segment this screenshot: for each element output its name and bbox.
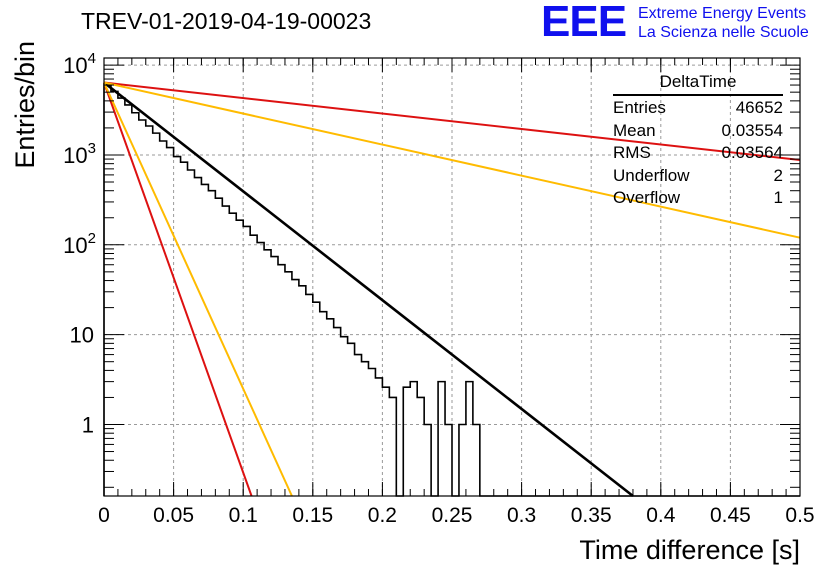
stats-box: DeltaTime Entries 46652 Mean 0.03554 RMS… (613, 72, 783, 210)
stat-value: 46652 (735, 98, 783, 117)
stat-value: 1 (773, 188, 783, 207)
stat-row-rms: RMS 0.03564 (613, 142, 783, 165)
axis-ticks (103, 58, 801, 496)
stat-label: Overflow (613, 188, 681, 207)
eee-logo: EEE (541, 0, 627, 46)
x-tick-label: 0.05 (153, 504, 194, 527)
logo-line-1: Extreme Energy Events (638, 5, 807, 22)
stat-label: RMS (613, 143, 651, 162)
stat-value: 2 (773, 165, 783, 185)
x-tick-label: 0.3 (507, 504, 536, 527)
x-tick-label: 0.25 (432, 504, 473, 527)
stat-row-mean: Mean 0.03554 (613, 120, 783, 143)
stat-label: Mean (613, 120, 656, 140)
stat-row-underflow: Underflow 2 (613, 165, 783, 188)
fit-lines (103, 81, 801, 498)
run-title: TREV-01-2019-04-19-00023 (81, 8, 372, 34)
x-tick-label: 0.35 (571, 504, 612, 527)
stat-label: Underflow (613, 165, 690, 185)
x-tick-label: 0.45 (710, 504, 751, 527)
y-tick-label: 102 (63, 230, 96, 258)
y-axis-label: Entries/bin (10, 41, 40, 169)
x-axis-label: Time difference [s] (579, 535, 800, 565)
y-tick-label: 1 (82, 412, 94, 437)
y-tick-label: 104 (63, 50, 96, 78)
y-tick-label: 10 (70, 323, 94, 348)
fit-line (103, 81, 801, 161)
stats-title: DeltaTime (613, 72, 783, 96)
fit-line (103, 82, 293, 497)
logo-line-2: La Scienza nelle Scuole (638, 24, 809, 41)
stat-value: 0.03564 (721, 143, 783, 162)
x-tick-label: 0.2 (368, 504, 397, 527)
stat-label: Entries (613, 98, 666, 117)
fit-line (103, 81, 801, 239)
tick-labels: 0 0.05 0.1 0.15 0.2 0.25 0.3 0.35 0.4 0.45 0.5 1 10 1… (63, 50, 814, 527)
stat-value: 0.03554 (721, 120, 783, 140)
stat-row-overflow: Overflow 1 (613, 187, 783, 210)
x-tick-label: 0.1 (229, 504, 258, 527)
fit-line (103, 82, 253, 497)
stat-row-entries: Entries 46652 (613, 97, 783, 120)
x-tick-label: 0.15 (292, 504, 333, 527)
y-tick-label: 103 (63, 140, 96, 168)
x-tick-label: 0.5 (785, 504, 814, 527)
x-tick-label: 0.4 (646, 504, 676, 527)
x-tick-label: 0 (98, 504, 110, 527)
fit-line (103, 81, 634, 498)
